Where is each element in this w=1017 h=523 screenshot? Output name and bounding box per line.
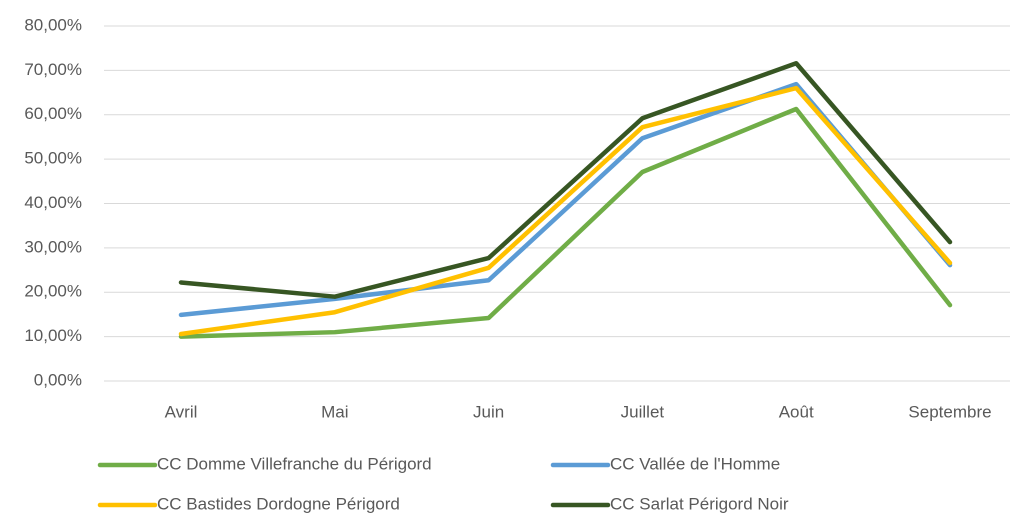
legend-label: CC Vallée de l'Homme — [610, 454, 780, 473]
y-tick-label: 60,00% — [24, 104, 82, 123]
y-tick-label: 20,00% — [24, 282, 82, 301]
legend-label: CC Bastides Dordogne Périgord — [157, 494, 400, 513]
series-line — [178, 106, 953, 339]
legend-label: CC Sarlat Périgord Noir — [610, 494, 789, 513]
x-tick-label: Avril — [165, 402, 198, 421]
x-tick-label: Septembre — [908, 402, 991, 421]
x-tick-label: Juin — [473, 402, 504, 421]
y-tick-label: 70,00% — [24, 60, 82, 79]
y-tick-label: 50,00% — [24, 149, 82, 168]
y-tick-label: 10,00% — [24, 326, 82, 345]
legend-label: CC Domme Villefranche du Périgord — [157, 454, 432, 473]
series-line — [178, 85, 953, 337]
y-tick-label: 30,00% — [24, 237, 82, 256]
y-tick-label: 0,00% — [34, 370, 82, 389]
x-tick-label: Mai — [321, 402, 348, 421]
x-tick-label: Août — [779, 402, 814, 421]
y-tick-label: 40,00% — [24, 193, 82, 212]
x-tick-label: Juillet — [621, 402, 665, 421]
y-tick-label: 80,00% — [24, 15, 82, 34]
series-line — [178, 61, 953, 299]
